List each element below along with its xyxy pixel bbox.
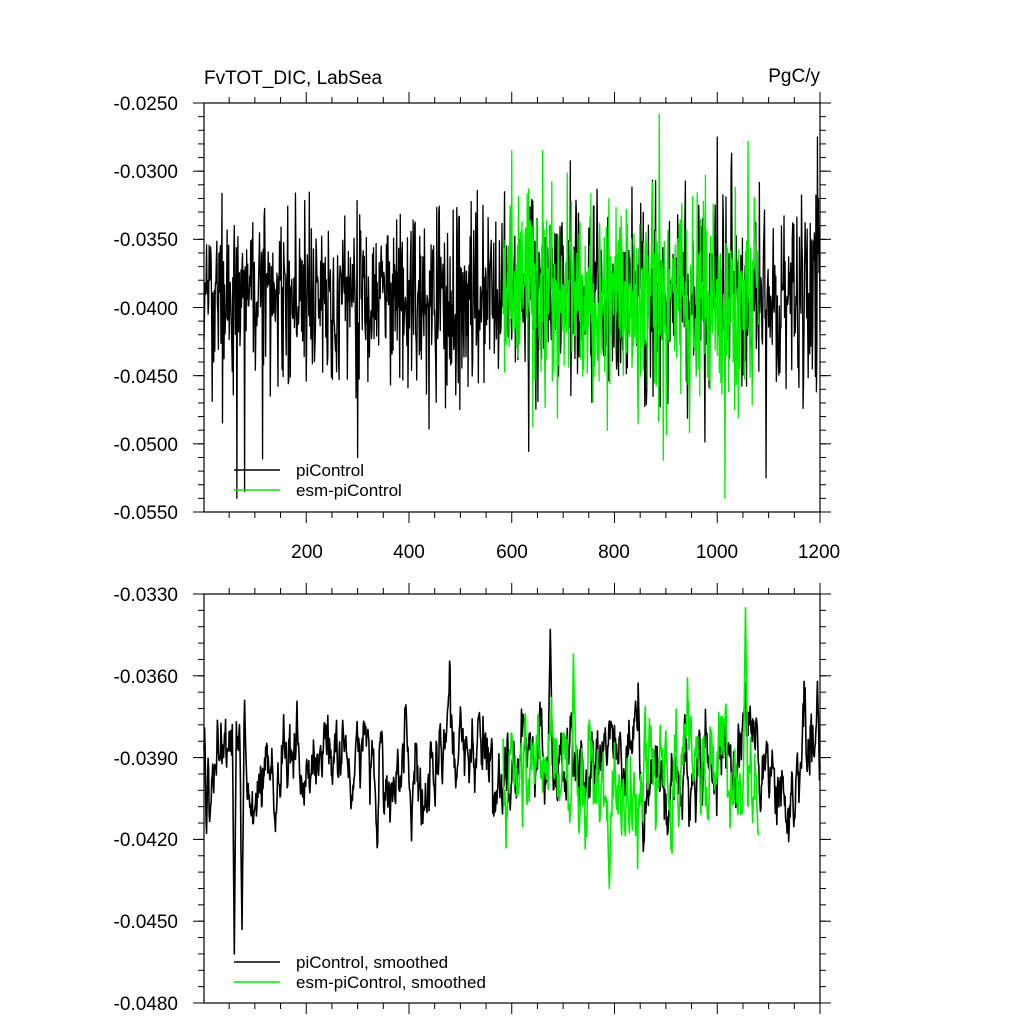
legend-label-picontrol-smoothed: piControl, smoothed — [296, 953, 448, 972]
bottom-y-tick-labels: -0.0330 -0.0360 -0.0390 -0.0420 -0.0450 … — [114, 585, 178, 1015]
bottom-series-group — [203, 606, 821, 955]
y-tick-label: -0.0550 — [114, 503, 178, 524]
top-legend: piControl esm-piControl — [234, 461, 402, 500]
series-line-esm-picontrol-smoothed — [502, 606, 760, 890]
units-label: PgC/y — [768, 66, 820, 87]
y-tick-label: -0.0250 — [114, 94, 178, 115]
y-tick-label: -0.0350 — [114, 230, 178, 251]
legend-label-esm-picontrol: esm-piControl — [296, 481, 402, 500]
y-tick-label: -0.0400 — [114, 299, 178, 320]
y-tick-label: -0.0420 — [114, 830, 178, 851]
bottom-panel: -0.0330 -0.0360 -0.0390 -0.0420 -0.0450 … — [114, 583, 831, 1015]
x-tick-label: 400 — [393, 542, 425, 563]
legend-label-picontrol: piControl — [296, 461, 364, 480]
top-x-tick-labels: 200 400 600 800 1000 1200 — [291, 542, 840, 563]
legend-label-esm-picontrol-smoothed: esm-piControl, smoothed — [296, 973, 486, 992]
series-line-picontrol — [203, 136, 821, 500]
y-tick-label: -0.0450 — [114, 912, 178, 933]
top-series-group — [203, 113, 821, 500]
x-tick-label: 600 — [496, 542, 528, 563]
series-line-esm-picontrol — [502, 113, 759, 500]
x-tick-label: 800 — [598, 542, 630, 563]
top-panel: FvTOT_DIC, LabSea PgC/y -0.0250 -0.0300 … — [114, 66, 841, 563]
x-tick-label: 1200 — [798, 542, 840, 563]
y-tick-label: -0.0480 — [114, 994, 178, 1015]
y-tick-label: -0.0450 — [114, 367, 178, 388]
y-tick-label: -0.0360 — [114, 667, 178, 688]
x-tick-label: 200 — [291, 542, 323, 563]
y-tick-label: -0.0300 — [114, 162, 178, 183]
top-y-tick-labels: -0.0250 -0.0300 -0.0350 -0.0400 -0.0450 … — [114, 94, 178, 524]
bottom-plot-frame — [203, 593, 821, 1004]
chart-title: FvTOT_DIC, LabSea — [204, 68, 383, 89]
bottom-legend: piControl, smoothed esm-piControl, smoot… — [234, 953, 486, 992]
x-tick-label: 1000 — [696, 542, 738, 563]
y-tick-label: -0.0500 — [114, 435, 178, 456]
bottom-ticks — [193, 583, 831, 1014]
y-tick-label: -0.0390 — [114, 749, 178, 770]
y-tick-label: -0.0330 — [114, 585, 178, 606]
top-ticks — [193, 92, 831, 523]
